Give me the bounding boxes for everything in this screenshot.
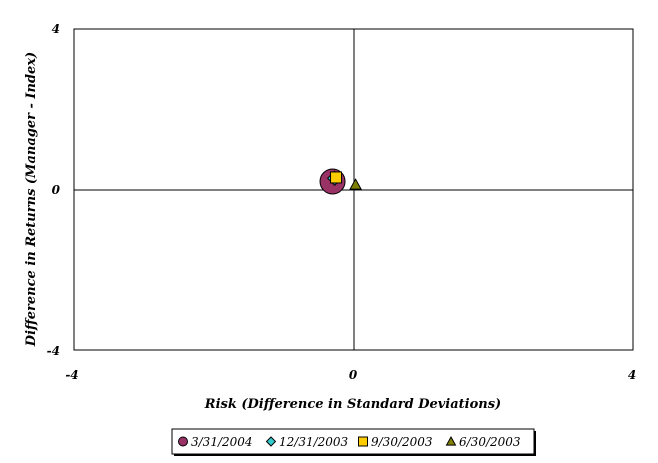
y-tick-label-bottom: -4: [47, 344, 60, 358]
x-axis-title: Risk (Difference in Standard Deviations): [204, 397, 501, 412]
x-tick-label-middle: 0: [349, 368, 358, 382]
legend-marker-triangle: [445, 435, 457, 446]
legend-label: 6/30/2003: [459, 435, 521, 449]
legend-marker-circle: [178, 436, 188, 447]
data-point-square: [330, 171, 343, 184]
legend-marker-diamond: [265, 436, 277, 447]
legend-label: 3/31/2004: [191, 435, 253, 449]
legend-label: 12/31/2003: [279, 435, 349, 449]
legend: 3/31/2004 12/31/2003 9/30/2003 6/30/2003: [171, 428, 536, 456]
legend-items: 3/31/2004 12/31/2003 9/30/2003 6/30/2003: [178, 435, 521, 449]
x-tick-label-left: -4: [65, 368, 78, 382]
y-axis-title: Difference in Returns (Manager - Index): [24, 52, 39, 347]
x-tick-label-right: 4: [628, 368, 636, 382]
y-tick-label-top: 4: [52, 22, 60, 36]
legend-marker-square: [358, 436, 368, 447]
y-tick-label-middle: 0: [52, 183, 61, 197]
data-point-triangle: [349, 178, 362, 190]
data-points: [319, 168, 362, 195]
legend-label: 9/30/2003: [371, 435, 433, 449]
legend-box: [171, 428, 535, 455]
